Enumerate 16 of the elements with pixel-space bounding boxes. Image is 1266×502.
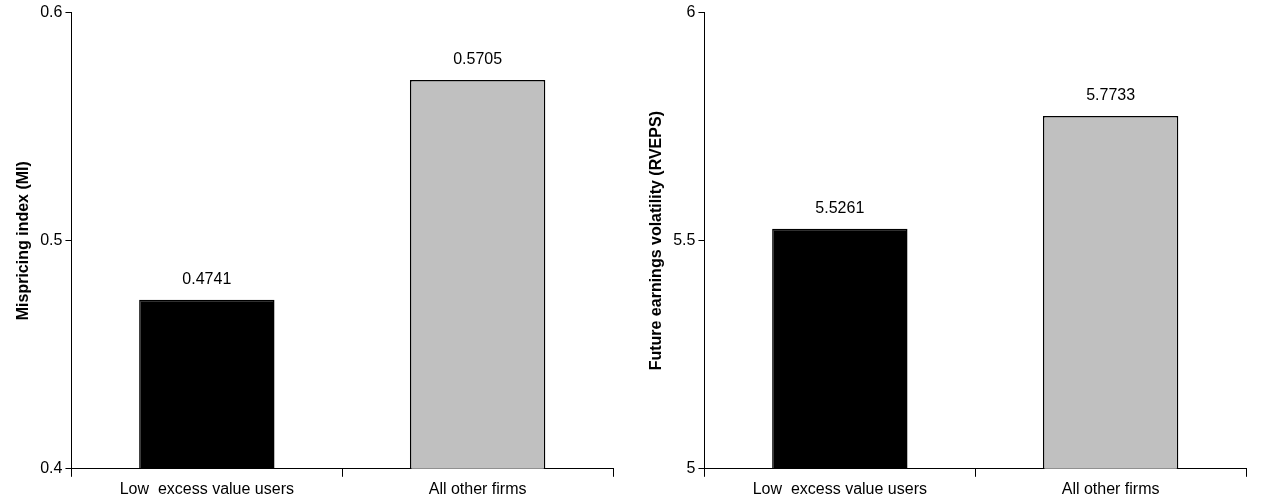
y-tick-label: 0.6 [40,3,63,21]
y-axis-title: Mispricing index (MI) [14,161,32,321]
y-tick-label: 6 [686,3,696,21]
x-tick-label: All other firms [1061,479,1160,497]
x-tick-label: Low excess value users [119,479,294,497]
data-label: 5.5261 [815,199,865,217]
y-tick-label: 0.5 [40,231,63,249]
x-tick-label: All other firms [428,479,527,497]
data-label: 5.7733 [1086,86,1136,104]
y-tick-label: 0.4 [40,459,63,477]
y-axis-title: Future earnings volatility (RVEPS) [647,111,665,371]
y-tick-label: 5 [686,459,696,477]
data-label: 0.5705 [453,50,503,68]
y-tick-label: 5.5 [673,231,696,249]
data-label: 0.4741 [182,270,232,288]
x-tick-label: Low excess value users [752,479,927,497]
